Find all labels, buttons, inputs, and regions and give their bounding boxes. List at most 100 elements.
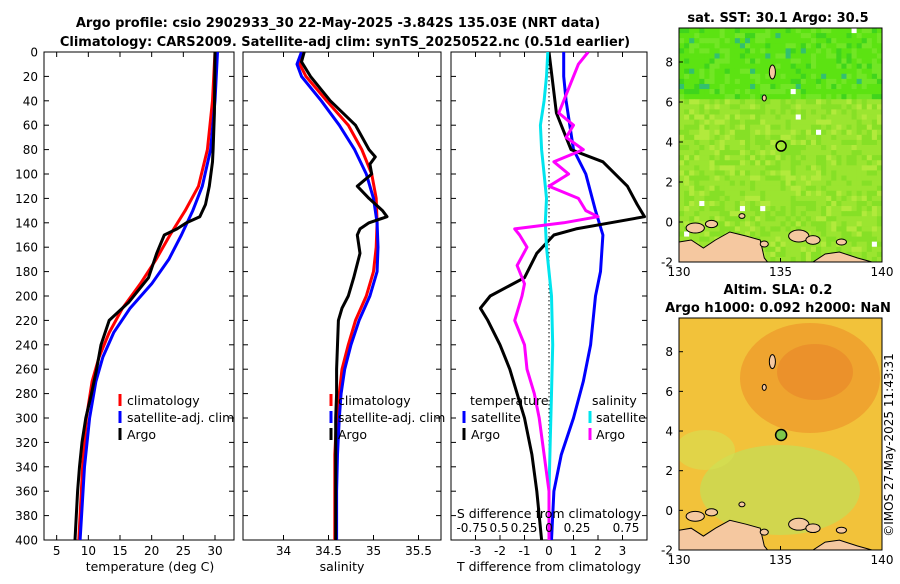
- sst-cell: [699, 195, 705, 202]
- sst-cell: [790, 206, 797, 212]
- sst-cell: [750, 170, 756, 176]
- sst-cell: [689, 33, 695, 39]
- sst-cell: [831, 89, 837, 95]
- sst-cell: [714, 83, 720, 90]
- sla-map-title: Altim. SLA: 0.2: [724, 283, 833, 298]
- sst-cell: [866, 206, 873, 212]
- sst-cell: [775, 175, 781, 182]
- sst-cell: [841, 99, 847, 105]
- sst-cell: [699, 38, 705, 44]
- sst-cell: [694, 180, 700, 187]
- sst-cell: [841, 139, 847, 146]
- sst-cell: [831, 195, 837, 202]
- sst-cell: [744, 104, 751, 110]
- sst-cell: [826, 109, 832, 115]
- sst-cell: [821, 185, 827, 192]
- sst-cell: [775, 185, 781, 192]
- sst-cell: [755, 124, 761, 131]
- sst-cell: [694, 94, 700, 100]
- sst-cell: [866, 78, 873, 85]
- sst-cell: [709, 185, 715, 192]
- sst-cell: [770, 190, 776, 197]
- sst-cell: [790, 43, 797, 49]
- sst-cell: [689, 236, 695, 243]
- sst-cell: [679, 180, 685, 187]
- sst-cell: [805, 124, 812, 131]
- sst-map-title: sat. SST: 30.1 Argo: 30.5: [687, 11, 868, 26]
- sst-cell: [755, 170, 761, 176]
- sst-cell: [861, 48, 868, 54]
- sst-cell: [846, 241, 852, 248]
- sst-cell: [755, 83, 761, 90]
- sst-cell: [709, 73, 715, 80]
- sst-cell: [679, 211, 685, 217]
- sst-cell: [826, 221, 832, 227]
- sst-cell: [795, 206, 802, 212]
- sst-cell: [866, 68, 873, 75]
- sst-cell: [744, 124, 751, 131]
- sst-cell: [684, 119, 690, 126]
- x-tick-label: -3: [470, 544, 482, 558]
- sst-cell: [780, 160, 786, 166]
- sst-cell: [734, 185, 741, 192]
- sst-cell: [836, 145, 842, 151]
- sst-cell: [734, 150, 741, 156]
- sst-cell: [775, 145, 781, 151]
- sst-cell: [876, 73, 882, 80]
- sst-cell: [744, 63, 751, 70]
- sst-cell: [826, 99, 832, 105]
- sst-cell: [770, 155, 776, 161]
- sst-cell: [780, 246, 786, 253]
- sst-cell: [861, 246, 868, 253]
- sst-cell: [739, 28, 746, 34]
- depth-tick-label: 100: [15, 168, 38, 182]
- sst-cell: [679, 236, 685, 243]
- sst-cell: [846, 68, 852, 75]
- sst-cell: [795, 145, 802, 151]
- sst-cell: [694, 119, 700, 126]
- sst-cell: [836, 231, 842, 237]
- sst-cell: [765, 211, 771, 217]
- sst-cell: [704, 78, 710, 85]
- sst-cell: [755, 211, 761, 217]
- sst-cell: [760, 129, 766, 136]
- sst-cell: [714, 216, 720, 222]
- sst-cell: [810, 38, 817, 44]
- sst-cell: [876, 160, 882, 166]
- sst-cell: [810, 114, 817, 120]
- sst-cell: [785, 155, 792, 161]
- sst-cell: [765, 170, 771, 176]
- sst-cell: [729, 28, 736, 34]
- sst-cell: [679, 124, 685, 131]
- sst-cell: [770, 165, 776, 171]
- island: [768, 64, 776, 80]
- sst-cell: [851, 58, 858, 65]
- sst-cell: [775, 89, 781, 95]
- sst-cell: [699, 170, 705, 176]
- lon-tick-label: 130: [668, 553, 691, 567]
- sst-cell: [684, 139, 690, 146]
- sst-cell: [841, 94, 847, 100]
- sst-cell: [876, 58, 882, 65]
- sst-cell: [755, 119, 761, 126]
- sst-cell: [709, 216, 715, 222]
- sst-cell: [694, 145, 700, 151]
- sst-cell: [765, 185, 771, 192]
- sst-cell: [780, 231, 786, 237]
- sst-cell: [750, 83, 756, 90]
- sst-cell: [780, 236, 786, 243]
- sst-cell: [750, 221, 756, 227]
- sst-cell: [831, 190, 837, 197]
- sst-cell: [856, 211, 863, 217]
- sst-cell: [699, 104, 705, 110]
- sst-cell: [861, 43, 868, 49]
- sst-cell: [765, 206, 771, 212]
- sst-cell: [846, 195, 852, 202]
- sst-cell: [729, 124, 736, 131]
- sst-cell: [876, 99, 882, 105]
- sst-cell: [729, 139, 736, 146]
- sst-cell: [744, 53, 751, 59]
- sst-cell: [724, 73, 731, 80]
- sst-cell: [876, 231, 882, 237]
- sst-cell: [810, 109, 817, 115]
